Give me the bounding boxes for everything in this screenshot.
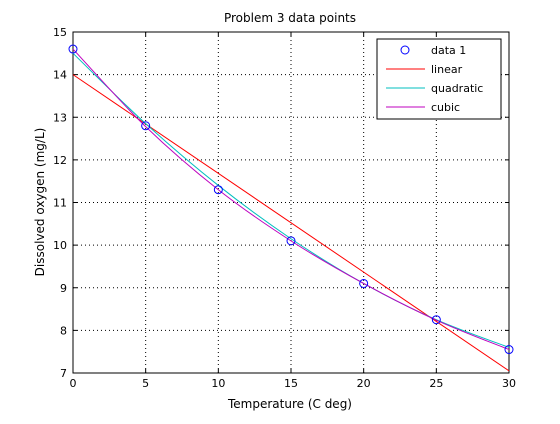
chart-title: Problem 3 data points: [224, 11, 356, 25]
data-point: [286, 236, 296, 246]
data-point: [213, 185, 223, 195]
x-tick-label: 20: [357, 377, 371, 390]
legend: data 1 linear quadratic cubic: [376, 38, 502, 120]
legend-label: data 1: [431, 44, 466, 57]
legend-label: quadratic: [431, 82, 483, 95]
data-point: [141, 121, 151, 131]
y-tick-label: 12: [53, 154, 67, 167]
x-axis-label: Temperature (C deg): [227, 397, 352, 411]
data-point: [504, 345, 514, 355]
data-point: [431, 315, 441, 325]
y-tick-label: 9: [60, 282, 67, 295]
series-line-cubic: [72, 48, 510, 351]
x-axis: 0 5 10 15 20 25 30: [70, 32, 516, 390]
y-tick-label: 11: [53, 197, 67, 210]
y-tick-label: 7: [60, 367, 67, 380]
x-tick-label: 15: [284, 377, 298, 390]
x-tick-label: 25: [429, 377, 443, 390]
y-axis: 7 8 9 10 11 12 13 14 15: [53, 26, 509, 380]
y-tick-label: 15: [53, 26, 67, 39]
legend-box: [376, 38, 502, 120]
x-tick-label: 0: [70, 377, 77, 390]
x-tick-label: 5: [142, 377, 149, 390]
legend-label: linear: [431, 63, 463, 76]
y-tick-label: 10: [53, 239, 67, 252]
y-axis-label: Dissolved oxygen (mg/L): [33, 128, 47, 277]
data-point: [68, 44, 78, 54]
x-tick-label: 10: [211, 377, 225, 390]
x-tick-label: 30: [502, 377, 516, 390]
series-lines: [72, 48, 510, 372]
data-markers: [68, 44, 514, 355]
y-tick-label: 8: [60, 324, 67, 337]
legend-label: cubic: [431, 101, 460, 114]
data-point: [359, 278, 369, 288]
legend-marker-data-1: [400, 45, 410, 55]
y-tick-label: 13: [53, 111, 67, 124]
y-tick-label: 14: [53, 69, 67, 82]
